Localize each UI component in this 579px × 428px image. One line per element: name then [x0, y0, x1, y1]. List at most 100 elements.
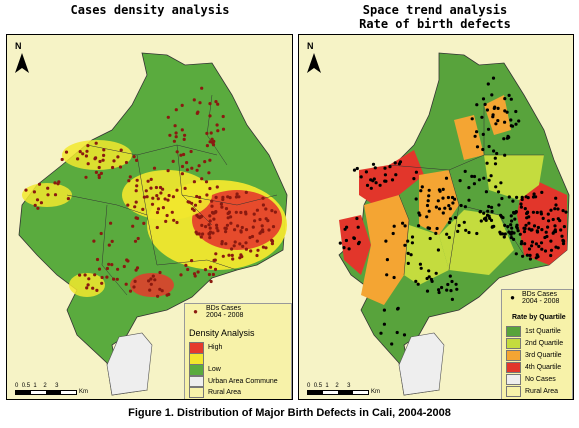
case-point	[166, 198, 170, 202]
case-point	[388, 165, 392, 169]
case-point	[546, 225, 550, 229]
urban-area	[106, 332, 153, 396]
case-point	[155, 194, 159, 198]
case-point	[383, 179, 387, 183]
north-arrow-label: N	[307, 41, 314, 51]
case-point	[509, 118, 513, 122]
case-point	[244, 241, 248, 245]
case-point	[210, 204, 214, 208]
case-point	[526, 196, 530, 200]
case-point	[467, 230, 471, 235]
case-point	[453, 197, 457, 201]
case-point	[369, 186, 373, 190]
case-point	[159, 191, 163, 195]
case-point	[190, 207, 195, 211]
north-arrow-icon	[15, 53, 29, 73]
case-point	[419, 266, 423, 270]
case-point	[199, 235, 203, 239]
case-point	[231, 257, 235, 261]
case-point	[210, 210, 215, 215]
case-point	[232, 244, 236, 248]
case-point	[100, 281, 104, 285]
case-point	[186, 267, 190, 272]
case-point	[244, 247, 248, 251]
case-point	[239, 253, 243, 257]
case-point	[174, 108, 178, 112]
case-point	[514, 122, 518, 126]
case-point	[559, 228, 563, 232]
case-point	[495, 151, 499, 156]
legend-rural: Rural Area	[525, 388, 559, 395]
case-point	[224, 230, 228, 234]
case-point	[122, 264, 126, 269]
rural-swatch	[506, 386, 521, 397]
case-point	[496, 190, 501, 194]
case-point	[427, 269, 431, 273]
case-point	[428, 236, 432, 241]
case-point	[248, 235, 252, 240]
case-point	[151, 274, 155, 278]
case-point	[161, 187, 165, 191]
case-point	[516, 229, 520, 233]
case-point	[115, 277, 119, 281]
case-point	[221, 195, 225, 199]
case-point	[208, 102, 212, 106]
case-point	[507, 93, 511, 97]
case-point	[84, 154, 88, 158]
case-point	[249, 249, 253, 253]
case-point	[230, 253, 234, 257]
case-point	[530, 244, 534, 248]
case-point	[87, 277, 91, 281]
case-point	[205, 193, 209, 197]
case-point	[208, 114, 212, 118]
case-point	[493, 105, 497, 109]
case-point	[503, 120, 507, 124]
case-point	[410, 235, 415, 239]
case-point	[201, 232, 205, 236]
case-point	[228, 196, 232, 200]
legend-no-cases: No Cases	[525, 376, 556, 383]
case-point	[216, 229, 220, 233]
case-point	[97, 165, 101, 170]
case-point	[112, 159, 116, 163]
case-point	[561, 209, 565, 213]
case-point	[507, 195, 511, 199]
case-point	[208, 230, 213, 234]
case-point	[425, 215, 429, 219]
case-point	[417, 211, 421, 215]
case-point	[417, 224, 421, 228]
case-point	[92, 239, 96, 243]
case-point	[549, 239, 553, 243]
case-point	[160, 289, 164, 293]
case-point	[510, 219, 514, 223]
case-point	[215, 123, 219, 127]
case-point	[207, 223, 211, 227]
case-point	[472, 182, 476, 186]
case-point	[537, 244, 541, 248]
case-point	[532, 192, 536, 196]
case-point	[527, 247, 532, 251]
case-point	[267, 228, 271, 232]
scale-bar: 0 0.5 1 2 3 Km	[15, 383, 88, 395]
case-point	[549, 253, 553, 258]
case-point	[244, 210, 248, 214]
case-point	[273, 210, 277, 214]
case-point	[364, 170, 368, 174]
case-point	[233, 240, 237, 244]
case-point	[156, 197, 160, 201]
case-point	[148, 288, 152, 292]
case-point	[491, 113, 495, 117]
density-map-panel: N 0 0.5 1 2 3 Km ● BDs Cases 2004 - 2008…	[6, 34, 293, 400]
case-point	[91, 286, 95, 290]
legend-q4: 4th Quartile	[525, 364, 562, 371]
case-point	[491, 76, 496, 80]
case-point	[420, 185, 424, 189]
case-point	[444, 176, 449, 180]
case-point	[477, 178, 481, 182]
case-point	[352, 168, 357, 172]
case-point	[215, 185, 219, 189]
case-point	[425, 203, 430, 208]
case-point	[141, 207, 145, 211]
case-point	[230, 247, 234, 251]
case-point	[260, 224, 264, 228]
